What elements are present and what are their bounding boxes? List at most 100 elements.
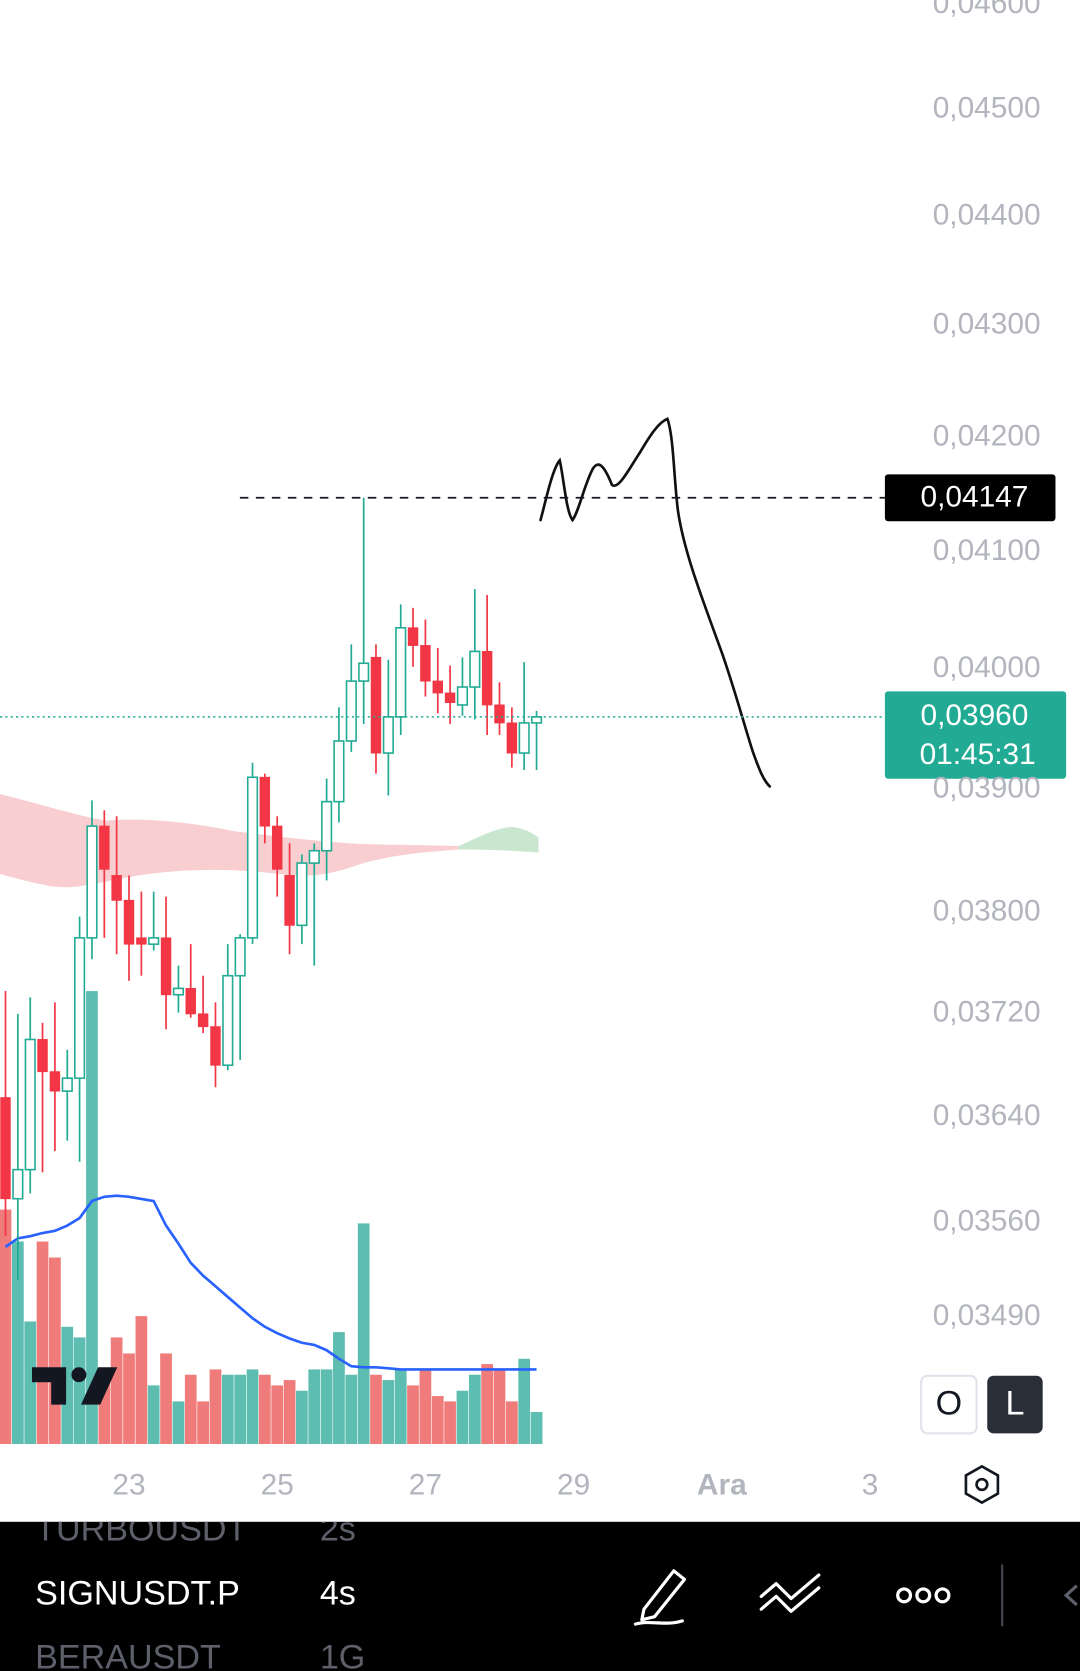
volume-bar bbox=[110, 1337, 123, 1445]
watchlist-interval[interactable]: 1G bbox=[320, 1638, 365, 1671]
bottom-bar: TURBOUSDT 2s SIGNUSDT.P 4s BERAUSDT 1G bbox=[0, 1510, 1080, 1671]
candle-body bbox=[172, 987, 185, 996]
price-markers: 0,04147 0,03960 01:45:31 bbox=[0, 474, 1067, 779]
candle-body bbox=[345, 680, 357, 742]
candle-body bbox=[456, 686, 469, 706]
volume-bar bbox=[271, 1385, 284, 1445]
candle-body bbox=[382, 716, 394, 754]
settings-icon-center bbox=[975, 1477, 989, 1492]
candle-body bbox=[395, 627, 407, 718]
x-tick-label: Ara bbox=[697, 1469, 747, 1502]
y-tick-label: 0,03800 bbox=[933, 895, 1041, 928]
candle-body bbox=[308, 849, 320, 864]
button-o-label[interactable]: O bbox=[936, 1385, 963, 1423]
watchlist-symbol[interactable]: SIGNUSDT.P bbox=[35, 1574, 240, 1612]
volume-bar bbox=[86, 991, 98, 1445]
volume-bar bbox=[333, 1332, 345, 1445]
volume-bar bbox=[160, 1353, 172, 1445]
logo-part bbox=[81, 1367, 118, 1405]
candle-body bbox=[234, 937, 246, 977]
volume-bar bbox=[258, 1374, 271, 1445]
x-tick-label: 23 bbox=[112, 1469, 145, 1502]
logo-part bbox=[71, 1367, 87, 1383]
candle-body bbox=[370, 656, 382, 754]
volume-bar bbox=[209, 1369, 222, 1445]
watchlist: TURBOUSDT 2s SIGNUSDT.P 4s BERAUSDT 1G bbox=[35, 1510, 365, 1671]
candle-body bbox=[24, 1038, 36, 1171]
candle-body bbox=[530, 716, 543, 724]
candle-body bbox=[506, 722, 518, 754]
volume-bar bbox=[456, 1390, 469, 1445]
candle-body bbox=[481, 650, 493, 706]
candle-body bbox=[12, 1168, 24, 1200]
y-tick-label: 0,04000 bbox=[933, 651, 1041, 684]
y-tick-label: 0,04400 bbox=[933, 198, 1041, 231]
candle-body bbox=[420, 645, 431, 682]
arrow-icon[interactable] bbox=[1063, 1584, 1078, 1607]
volume-bar bbox=[11, 1241, 24, 1445]
candle-body bbox=[469, 650, 481, 688]
button-l-label[interactable]: L bbox=[1005, 1385, 1024, 1423]
button-o[interactable] bbox=[920, 1374, 978, 1435]
volume-bar bbox=[98, 1369, 111, 1445]
volume-bar bbox=[221, 1374, 234, 1445]
candle-body bbox=[333, 740, 345, 803]
x-tick-label: 25 bbox=[261, 1469, 294, 1502]
volume-bar bbox=[283, 1380, 296, 1445]
candle-body bbox=[185, 987, 196, 1015]
volume-bar bbox=[24, 1321, 37, 1445]
indicator-cloud bbox=[0, 793, 539, 888]
candle-body bbox=[136, 937, 147, 945]
candle-body bbox=[494, 704, 505, 724]
volume-bar bbox=[0, 1209, 12, 1445]
candle-body bbox=[444, 692, 456, 703]
watchlist-symbol[interactable]: TURBOUSDT bbox=[35, 1510, 247, 1549]
volume-bar bbox=[481, 1364, 493, 1445]
candle-body bbox=[259, 776, 271, 827]
y-tick-label: 0,03900 bbox=[933, 771, 1041, 804]
volume-bar bbox=[394, 1369, 407, 1445]
volume-bar bbox=[73, 1337, 86, 1445]
candle-body bbox=[0, 1097, 11, 1200]
trendline-icon[interactable] bbox=[759, 1573, 821, 1613]
volume-bar bbox=[407, 1385, 419, 1445]
y-tick-label: 0,04500 bbox=[933, 92, 1041, 125]
watchlist-interval[interactable]: 4s bbox=[320, 1574, 356, 1612]
y-tick-label: 0,03490 bbox=[933, 1299, 1041, 1332]
pencil-icon[interactable] bbox=[633, 1569, 687, 1626]
countdown-label: 01:45:31 bbox=[920, 738, 1036, 771]
y-tick-label: 0,03560 bbox=[933, 1205, 1041, 1238]
volume-bar bbox=[123, 1353, 135, 1445]
candle-body bbox=[123, 899, 135, 945]
candle-body bbox=[197, 1013, 209, 1028]
volume-bar bbox=[370, 1374, 382, 1445]
volume-bar bbox=[506, 1401, 518, 1445]
y-tick-label: 0,04100 bbox=[933, 534, 1041, 567]
volume-bar bbox=[61, 1326, 74, 1445]
volume-bar bbox=[419, 1369, 432, 1445]
watchlist-interval[interactable]: 2s bbox=[320, 1510, 356, 1549]
volume-bar bbox=[49, 1257, 61, 1445]
hand-drawing bbox=[539, 417, 772, 788]
y-tick-label: 0,04300 bbox=[933, 308, 1041, 341]
high-marker-label: 0,04147 bbox=[921, 481, 1029, 514]
candle-body bbox=[86, 825, 98, 939]
volume-bar bbox=[518, 1358, 531, 1445]
volume-bar bbox=[197, 1401, 209, 1445]
settings-icon[interactable] bbox=[964, 1464, 1000, 1505]
volume-bar bbox=[345, 1374, 358, 1445]
watchlist-symbol[interactable]: BERAUSDT bbox=[35, 1638, 221, 1671]
button-l[interactable] bbox=[987, 1375, 1043, 1434]
volume-bar bbox=[234, 1374, 247, 1445]
candle-body bbox=[407, 627, 419, 646]
volume-ma-line bbox=[4, 1194, 537, 1371]
last-price-box bbox=[884, 691, 1067, 779]
candle-body bbox=[432, 680, 444, 694]
more-icon[interactable] bbox=[896, 1587, 951, 1604]
bottom-bar-background bbox=[0, 1521, 1080, 1671]
cloud-bearish bbox=[0, 793, 459, 888]
volume-bar bbox=[147, 1385, 160, 1445]
volume-bar bbox=[382, 1380, 395, 1445]
candle-body bbox=[99, 825, 110, 870]
